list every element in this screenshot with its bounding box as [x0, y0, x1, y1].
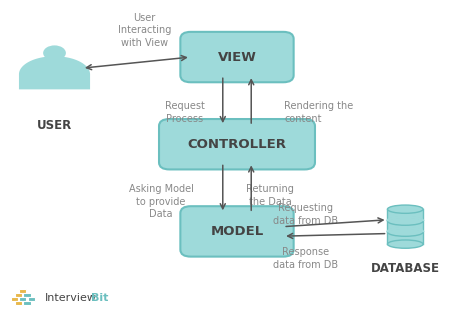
Bar: [387, 209, 423, 244]
Text: MODEL: MODEL: [210, 225, 264, 238]
Text: Asking Model
to provide
Data: Asking Model to provide Data: [129, 184, 193, 219]
Text: User
Interacting
with View: User Interacting with View: [118, 13, 171, 48]
Ellipse shape: [43, 45, 66, 61]
Text: CONTROLLER: CONTROLLER: [188, 138, 286, 151]
Text: Request
Process: Request Process: [165, 101, 205, 124]
FancyBboxPatch shape: [180, 32, 293, 82]
Text: USER: USER: [37, 119, 72, 132]
Ellipse shape: [387, 240, 423, 248]
Ellipse shape: [387, 205, 423, 213]
Text: Response
data from DB: Response data from DB: [273, 247, 338, 270]
FancyBboxPatch shape: [159, 119, 315, 169]
Text: Interview: Interview: [45, 293, 97, 303]
Text: Returning
the Data: Returning the Data: [246, 184, 294, 207]
Text: Requesting
data from DB: Requesting data from DB: [273, 203, 338, 226]
Text: Bit: Bit: [91, 293, 109, 303]
Text: Rendering the
content: Rendering the content: [284, 101, 354, 124]
Text: DATABASE: DATABASE: [371, 262, 440, 275]
Polygon shape: [19, 56, 90, 89]
Text: VIEW: VIEW: [218, 50, 256, 64]
FancyBboxPatch shape: [180, 206, 293, 257]
